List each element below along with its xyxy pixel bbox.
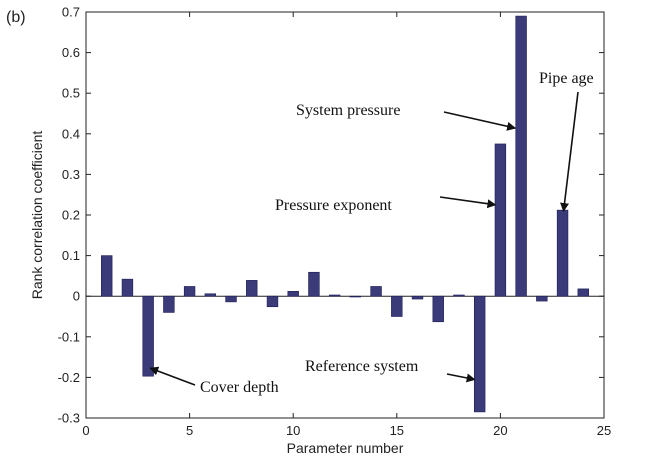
y-tick-label: 0.7 [62,5,80,20]
annotation-label: Cover depth [200,379,279,396]
x-axis-label: Parameter number [287,440,404,456]
annotation-label: System pressure [296,102,400,119]
bar [494,143,507,297]
plot-area: 0 5 10 15 20 25 -0.3 -0.2 -0.1 0 0.1 0.2 0.3 0.4 0.5 0.… [58,5,612,439]
bar [370,286,382,297]
bar [204,293,217,297]
annotation-label: Pressure exponent [275,197,392,214]
bar [432,295,444,323]
bar [515,15,527,297]
bar [246,280,258,297]
y-tick-label: 0 [73,289,80,304]
bar [577,288,589,297]
bar [473,295,486,413]
y-tick-label: -0.2 [58,370,80,385]
annotation-label: Pipe age [539,70,594,87]
y-tick-label: 0.6 [62,45,80,60]
annotation-arrow [560,91,579,212]
y-tick-label: 0.5 [62,86,80,101]
y-tick-label: 0.4 [62,126,80,141]
y-axis-label: Rank correlation coefficient [29,131,45,300]
bar [183,286,196,297]
y-tick-label: -0.3 [58,411,80,426]
x-tick-label: 15 [390,423,404,438]
x-tick-label: 20 [493,423,507,438]
bar [349,295,362,298]
bar [225,295,237,303]
bar [101,255,113,297]
bar [536,295,548,302]
annotations: Cover depth Reference system Pressure expo… [149,70,594,396]
annotation-arrow [149,366,196,386]
bar-series [101,15,589,413]
bar [142,295,154,377]
y-tick-label: -0.1 [58,329,80,344]
panel-label: (b) [6,9,26,26]
bar [266,295,279,308]
y-tick-label: 0.3 [62,167,80,182]
bar [121,278,134,297]
axis-ticks: 0 5 10 15 20 25 -0.3 -0.2 -0.1 0 0.1 0.2 0.3 0.4 0.5 0.… [58,5,612,439]
x-tick-label: 5 [186,423,193,438]
bar [411,295,424,300]
annotation-arrow [443,111,517,131]
bar [328,294,341,297]
bar [391,295,403,317]
x-tick-label: 0 [82,423,89,438]
bar [453,294,465,297]
y-tick-label: 0.1 [62,248,80,263]
annotation-arrow [446,373,476,383]
annotation-label: Reference system [305,358,419,375]
x-tick-label: 10 [286,423,300,438]
annotation-arrow [439,196,497,209]
bar [308,271,320,297]
x-tick-label: 25 [597,423,611,438]
bar [163,295,175,313]
bar [556,209,569,297]
bar [287,291,299,297]
y-tick-label: 0.2 [62,208,80,223]
